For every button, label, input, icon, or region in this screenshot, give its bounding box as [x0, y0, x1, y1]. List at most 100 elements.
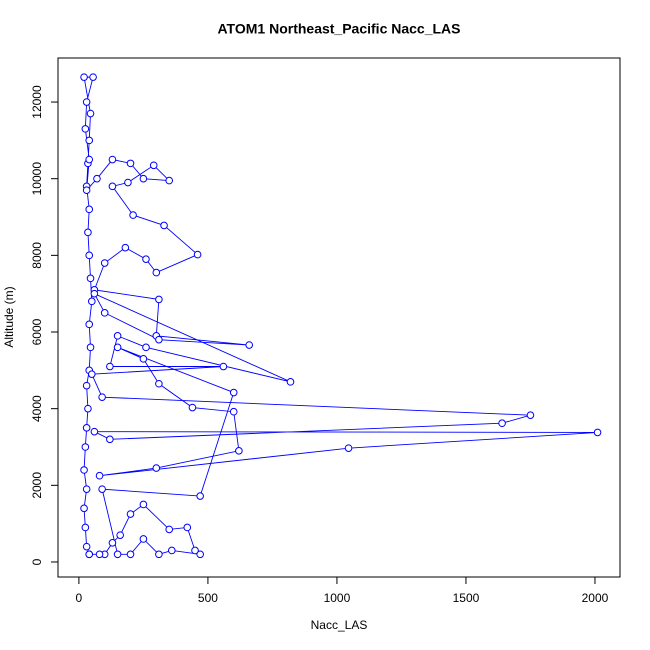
data-point: [85, 251, 94, 260]
data-point: [98, 485, 106, 493]
data-point: [139, 535, 148, 543]
data-point: [100, 309, 109, 317]
data-point: [139, 500, 148, 509]
data-point: [84, 404, 92, 413]
data-point: [82, 424, 91, 432]
data-point: [165, 176, 174, 185]
data-point: [80, 466, 88, 474]
data-point: [86, 343, 95, 352]
data-point: [86, 109, 95, 118]
data-point: [152, 268, 161, 277]
data-point: [81, 443, 90, 451]
data-point: [93, 174, 101, 183]
data-point: [108, 539, 117, 547]
y-tick-label: 4000: [30, 395, 44, 422]
data-point: [142, 343, 150, 352]
data-point: [85, 155, 94, 164]
data-point: [142, 255, 150, 263]
data-point: [88, 297, 96, 306]
data-point: [149, 161, 158, 170]
data-point: [126, 510, 135, 518]
data-point: [82, 98, 91, 106]
data-point: [139, 174, 148, 183]
y-tick-label: 8000: [30, 242, 44, 269]
data-point: [85, 320, 94, 329]
x-tick-label: 1000: [324, 591, 351, 605]
data-point: [188, 403, 197, 412]
y-tick-label: 2000: [30, 472, 44, 499]
data-point: [85, 136, 94, 145]
data-point: [90, 289, 99, 298]
data-point: [90, 427, 99, 436]
y-tick-label: 6000: [30, 318, 44, 345]
data-point: [245, 341, 254, 349]
data-point: [98, 393, 106, 401]
x-tick-label: 2000: [582, 591, 609, 605]
data-point: [498, 419, 506, 428]
data-point: [82, 186, 91, 194]
data-point: [526, 411, 535, 419]
data-point: [155, 335, 163, 344]
y-tick-label: 12000: [30, 85, 44, 119]
data-point: [229, 407, 238, 416]
data-point: [95, 550, 104, 559]
data-point: [286, 378, 295, 386]
data-point: [85, 205, 94, 214]
data-point: [88, 370, 96, 378]
data-point: [81, 523, 90, 532]
x-tick-label: 1500: [453, 591, 480, 605]
data-point: [106, 362, 114, 371]
data-point: [152, 464, 161, 472]
data-point: [160, 221, 168, 230]
data-point: [108, 182, 117, 191]
data-point: [82, 381, 91, 390]
data-point: [100, 259, 109, 267]
x-axis-label: Nacc_LAS: [311, 618, 368, 632]
data-point: [165, 525, 174, 534]
data-point: [89, 73, 97, 81]
data-point: [196, 492, 204, 500]
data-point: [183, 523, 192, 532]
data-point: [191, 546, 199, 555]
data-point: [81, 125, 90, 133]
data-point: [113, 343, 122, 352]
data-point: [126, 159, 135, 168]
data-point: [124, 178, 132, 187]
data-point: [84, 228, 92, 237]
plot-frame: [57, 57, 621, 578]
data-point: [129, 211, 137, 219]
data-point: [82, 542, 91, 551]
data-point: [139, 355, 148, 363]
x-tick-label: 0: [76, 591, 83, 605]
data-line: [83, 76, 598, 555]
data-point: [108, 155, 117, 164]
x-tick-label: 500: [198, 591, 218, 605]
data-point: [113, 550, 122, 559]
y-tick-label: 0: [30, 558, 44, 565]
data-point: [167, 546, 176, 555]
data-point: [86, 274, 95, 283]
chart-title: ATOM1 Northeast_Pacific Nacc_LAS: [217, 21, 460, 37]
y-axis-label: Altitude (m): [2, 286, 16, 347]
data-point: [113, 332, 122, 340]
data-point: [229, 388, 238, 397]
data-point: [116, 531, 124, 539]
data-point: [193, 250, 202, 259]
data-point: [219, 362, 228, 371]
data-point: [80, 504, 88, 513]
data-point: [155, 550, 163, 559]
data-point: [106, 435, 114, 444]
data-point: [82, 485, 91, 493]
y-tick-label: 10000: [30, 162, 44, 196]
data-point: [85, 550, 94, 559]
data-point: [80, 73, 88, 81]
data-point: [344, 444, 353, 452]
data-point: [155, 295, 163, 304]
data-point: [126, 550, 135, 559]
data-point: [196, 550, 204, 559]
data-point: [235, 447, 243, 455]
data-point: [95, 471, 104, 480]
data-point: [155, 379, 163, 388]
data-point: [121, 243, 130, 252]
